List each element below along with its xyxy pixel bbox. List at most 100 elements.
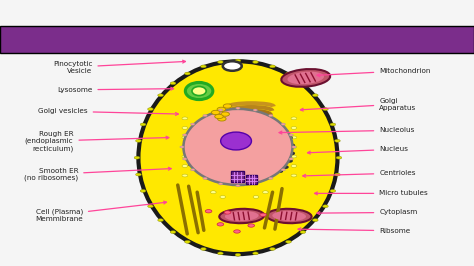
Circle shape bbox=[278, 170, 283, 172]
Circle shape bbox=[217, 152, 221, 154]
Circle shape bbox=[192, 168, 197, 170]
Circle shape bbox=[281, 123, 285, 125]
Circle shape bbox=[278, 126, 283, 128]
Circle shape bbox=[182, 117, 188, 120]
Circle shape bbox=[312, 94, 318, 97]
Ellipse shape bbox=[272, 211, 306, 221]
Circle shape bbox=[225, 168, 229, 170]
Circle shape bbox=[249, 145, 253, 147]
Circle shape bbox=[330, 189, 336, 192]
Circle shape bbox=[205, 210, 212, 213]
Circle shape bbox=[257, 137, 261, 139]
Circle shape bbox=[290, 152, 294, 155]
Circle shape bbox=[253, 252, 258, 255]
Circle shape bbox=[191, 123, 195, 125]
Circle shape bbox=[267, 125, 271, 127]
Circle shape bbox=[272, 172, 276, 174]
Circle shape bbox=[230, 171, 234, 173]
Text: Golgi
Apparatus: Golgi Apparatus bbox=[301, 98, 417, 111]
Circle shape bbox=[217, 223, 224, 226]
Circle shape bbox=[184, 240, 190, 243]
Circle shape bbox=[235, 59, 241, 62]
Circle shape bbox=[247, 170, 252, 172]
Circle shape bbox=[247, 126, 252, 128]
Ellipse shape bbox=[192, 86, 206, 95]
Ellipse shape bbox=[225, 211, 259, 221]
Circle shape bbox=[291, 155, 297, 158]
Circle shape bbox=[290, 144, 294, 146]
Circle shape bbox=[202, 172, 207, 174]
Text: Cytoplasm: Cytoplasm bbox=[317, 209, 418, 215]
Circle shape bbox=[284, 131, 288, 133]
Circle shape bbox=[249, 152, 253, 154]
Circle shape bbox=[236, 185, 240, 187]
Circle shape bbox=[189, 164, 193, 166]
Circle shape bbox=[211, 110, 220, 115]
Text: Mitochondrion: Mitochondrion bbox=[317, 68, 430, 77]
Circle shape bbox=[260, 213, 266, 217]
Circle shape bbox=[170, 82, 176, 85]
Circle shape bbox=[217, 107, 226, 111]
Circle shape bbox=[184, 145, 189, 147]
Circle shape bbox=[225, 129, 229, 131]
Circle shape bbox=[220, 196, 226, 198]
Circle shape bbox=[219, 183, 223, 185]
Circle shape bbox=[253, 131, 257, 133]
Circle shape bbox=[185, 72, 191, 75]
Text: Smooth ER
(no ribosomes): Smooth ER (no ribosomes) bbox=[24, 167, 171, 181]
Circle shape bbox=[288, 137, 292, 139]
Circle shape bbox=[270, 65, 275, 68]
Circle shape bbox=[182, 146, 188, 148]
Circle shape bbox=[291, 174, 297, 177]
Circle shape bbox=[253, 133, 257, 135]
Circle shape bbox=[257, 160, 261, 162]
Circle shape bbox=[289, 158, 293, 160]
Text: Cell (Plasma)
Memmibrane: Cell (Plasma) Memmibrane bbox=[35, 201, 166, 222]
Circle shape bbox=[217, 145, 221, 147]
Circle shape bbox=[203, 114, 207, 117]
Text: Micro tubules: Micro tubules bbox=[315, 190, 428, 196]
Circle shape bbox=[269, 114, 273, 117]
Circle shape bbox=[218, 252, 223, 255]
Circle shape bbox=[291, 146, 297, 148]
Ellipse shape bbox=[267, 209, 311, 223]
Circle shape bbox=[257, 129, 261, 131]
Circle shape bbox=[263, 191, 268, 194]
Circle shape bbox=[158, 219, 164, 222]
Circle shape bbox=[259, 144, 264, 146]
Ellipse shape bbox=[220, 132, 251, 150]
Text: Nucleus: Nucleus bbox=[308, 146, 408, 154]
Circle shape bbox=[300, 82, 306, 85]
Circle shape bbox=[291, 136, 297, 139]
Circle shape bbox=[215, 114, 223, 119]
Circle shape bbox=[180, 146, 184, 148]
Text: Nucleolus: Nucleolus bbox=[279, 127, 415, 134]
Circle shape bbox=[203, 177, 207, 180]
Circle shape bbox=[140, 123, 146, 126]
Circle shape bbox=[230, 126, 234, 128]
Circle shape bbox=[221, 133, 225, 135]
Circle shape bbox=[291, 127, 297, 129]
Circle shape bbox=[269, 177, 273, 180]
Circle shape bbox=[224, 211, 231, 214]
Circle shape bbox=[186, 158, 190, 160]
Circle shape bbox=[210, 191, 216, 194]
Circle shape bbox=[202, 125, 207, 127]
Circle shape bbox=[201, 248, 206, 250]
Circle shape bbox=[235, 253, 241, 256]
Circle shape bbox=[285, 240, 291, 243]
Text: Centrioles: Centrioles bbox=[303, 170, 416, 177]
Circle shape bbox=[292, 146, 296, 148]
FancyBboxPatch shape bbox=[231, 172, 244, 182]
Circle shape bbox=[184, 152, 189, 154]
Circle shape bbox=[253, 166, 257, 168]
Circle shape bbox=[270, 248, 275, 250]
Circle shape bbox=[312, 219, 318, 222]
Circle shape bbox=[291, 165, 297, 167]
Circle shape bbox=[201, 65, 206, 68]
Circle shape bbox=[288, 160, 292, 162]
Circle shape bbox=[285, 72, 291, 75]
Circle shape bbox=[257, 168, 261, 170]
Circle shape bbox=[191, 169, 195, 171]
FancyBboxPatch shape bbox=[246, 174, 257, 184]
